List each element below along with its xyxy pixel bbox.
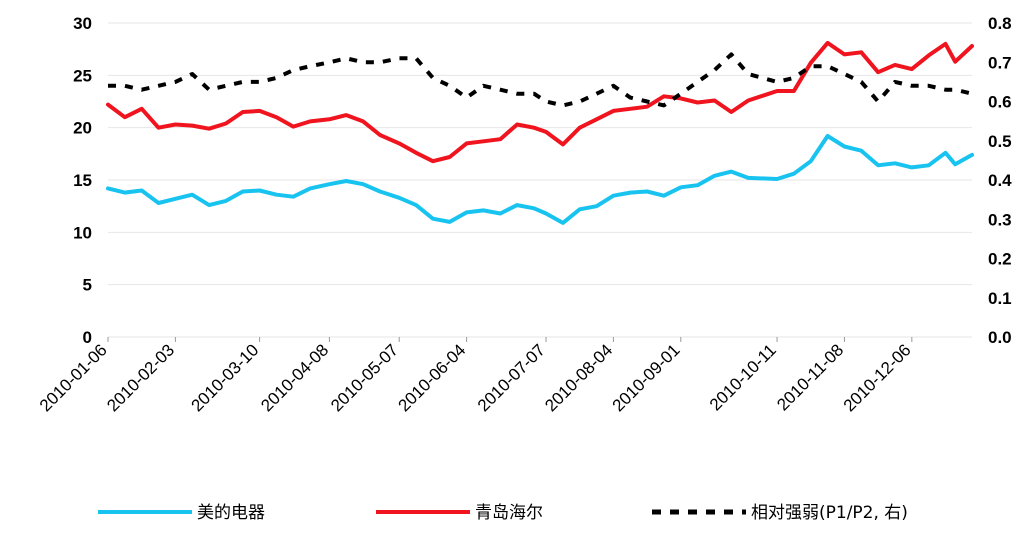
y-left-tick-label: 25: [73, 66, 92, 85]
x-tick-label: 2010-03-10: [188, 340, 263, 415]
legend-item-1: 青岛海尔: [376, 503, 543, 523]
y-right-tick-label: 0.6: [988, 93, 1012, 112]
y-left-tick-label: 5: [83, 276, 92, 295]
y-right-tick-label: 0.3: [988, 210, 1012, 229]
series-line-0: [106, 134, 974, 225]
x-tick-label: 2010-05-07: [327, 340, 402, 415]
x-tick-label: 2010-12-06: [840, 340, 915, 415]
x-tick-label: 2010-04-08: [257, 340, 332, 415]
y-right-tick-label: 0.8: [988, 14, 1012, 33]
series-line-2: [108, 52, 973, 108]
x-tick-label: 2010-06-04: [394, 340, 469, 415]
legend: 美的电器 青岛海尔 相对强弱(P1/P2, 右): [98, 503, 908, 523]
series-line-1: [106, 40, 974, 164]
y-right-tick-label: 0.0: [988, 328, 1012, 347]
x-tick-label: 2010-07-07: [474, 340, 549, 415]
x-tick-label: 2010-08-04: [541, 340, 616, 415]
y-left-tick-label: 15: [73, 171, 92, 190]
x-tick-label: 2010-11-08: [773, 340, 847, 414]
y-right-tick-label: 0.2: [988, 250, 1012, 269]
x-tick-label: 2010-01-06: [36, 340, 111, 415]
y-left-tick-label: 10: [73, 223, 92, 242]
gridlines: [108, 22, 972, 338]
y-right-tick-label: 0.1: [988, 289, 1012, 308]
series-lines: [106, 40, 974, 225]
y-left-tick-label: 30: [73, 14, 92, 33]
legend-item-0: 美的电器: [98, 503, 265, 523]
x-tick-label: 2010-02-03: [103, 340, 178, 415]
axes: 0 5 10 15 20 25 30 0.0 0.1 0.2 0.3 0.4 0.5 0.6 0.7 0.8 2…: [36, 14, 1012, 415]
y-left-tick-label: 20: [73, 119, 92, 138]
y-right-tick-label: 0.4: [988, 171, 1012, 190]
legend-label: 相对强弱(P1/P2, 右): [751, 503, 908, 523]
y-left-tick-label: 0: [83, 328, 92, 347]
legend-label: 青岛海尔: [475, 503, 543, 523]
y-right-tick-label: 0.7: [988, 53, 1012, 72]
y-right-tick-label: 0.5: [988, 132, 1012, 151]
x-tick-label: 2010-09-01: [609, 340, 684, 415]
legend-label: 美的电器: [197, 503, 265, 523]
legend-item-2: 相对强弱(P1/P2, 右): [652, 503, 908, 523]
x-tick-label: 2010-10-11: [706, 340, 780, 414]
